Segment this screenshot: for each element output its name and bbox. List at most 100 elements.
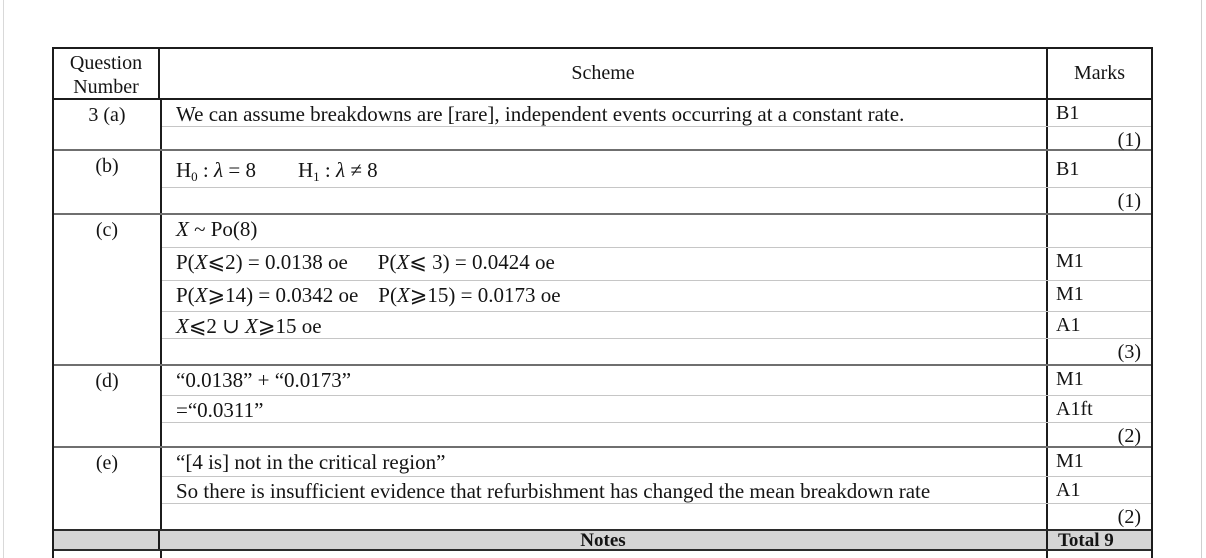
scheme-text: =“0.0311” xyxy=(176,398,264,422)
distribution-text: X ~ Po(8) xyxy=(162,215,1046,247)
scheme-text xyxy=(162,127,1046,149)
scheme-text xyxy=(162,339,1046,364)
question-label-c: (c) xyxy=(95,219,119,241)
scheme-line: (2) xyxy=(162,423,1151,447)
probability-text: P(X⩽2) = 0.0138 oe P(X⩽ 3) = 0.0424 oe xyxy=(162,248,1046,280)
math-seg: ⩽2) = 0.0138 oe xyxy=(207,250,348,274)
lambda-symbol: λ xyxy=(214,158,224,182)
math-seg: ≠ 8 xyxy=(345,158,378,182)
question-label-e: (e) xyxy=(95,452,119,474)
lambda-symbol: λ xyxy=(335,158,346,182)
mark-label: M1 xyxy=(1046,448,1151,476)
math-seg: = 8 xyxy=(223,158,256,182)
math-seg: P( xyxy=(176,283,195,307)
math-seg: ⩾14) = 0.0342 oe xyxy=(207,283,359,307)
question-header-line2: Number xyxy=(73,76,139,98)
scheme-text xyxy=(162,188,1046,213)
bracket-mark: (3) xyxy=(1046,339,1151,364)
bracket-mark: (2) xyxy=(1046,423,1151,447)
math-seg: P( xyxy=(378,283,397,307)
page-edge-left xyxy=(3,0,4,558)
question-number-header: Question Number xyxy=(54,49,160,98)
row-d-body: “0.0138” + “0.0173” M1 =“0.0311” A1ft (2… xyxy=(160,366,1151,447)
mark-label: M1 xyxy=(1046,366,1151,395)
x-symbol: X xyxy=(245,314,258,338)
scheme-line: So there is insufficient evidence that r… xyxy=(162,477,1151,504)
scheme-line: P(X⩽2) = 0.0138 oe P(X⩽ 3) = 0.0424 oe M1 xyxy=(162,248,1151,281)
header-row: Question Number Scheme Marks xyxy=(54,49,1151,100)
row-e-body: “[4 is] not in the critical region” M1 S… xyxy=(160,448,1151,529)
x-symbol: X xyxy=(396,283,410,307)
bracket-mark: (2) xyxy=(1046,504,1151,529)
marks-header: Marks xyxy=(1046,49,1151,98)
scheme-text: We can assume breakdowns are [rare], ind… xyxy=(176,102,905,126)
mark-label: B1 xyxy=(1046,151,1151,187)
hypotheses-text: H0 : λ = 8 H1 : λ ≠ 8 xyxy=(162,151,1046,187)
notes-content-row-sliver xyxy=(54,551,1151,558)
row-c-body: X ~ Po(8) P(X⩽2) = 0.0138 oe P(X⩽ 3) = 0.… xyxy=(160,215,1151,364)
x-symbol: X xyxy=(176,314,189,338)
math-seg: ⩽2 ∪ xyxy=(188,314,246,338)
notes-row: Notes Total 9 xyxy=(54,531,1151,551)
scheme-line: “[4 is] not in the critical region” M1 xyxy=(162,448,1151,477)
row-e: (e) “[4 is] not in the critical region” … xyxy=(54,448,1151,531)
scheme-line: (3) xyxy=(162,339,1151,364)
row-b-body: H0 : λ = 8 H1 : λ ≠ 8 B1 (1) xyxy=(160,151,1151,213)
mark-label: A1 xyxy=(1046,477,1151,503)
bracket-mark: (1) xyxy=(1046,188,1151,213)
sliver-line xyxy=(162,551,1151,558)
mark-label: M1 xyxy=(1046,281,1151,311)
x-symbol: X xyxy=(176,217,189,241)
scheme-line: “0.0138” + “0.0173” M1 xyxy=(162,366,1151,396)
probability-text: P(X⩾14) = 0.0342 oe P(X⩾15) = 0.0173 oe xyxy=(162,281,1046,311)
question-header-line1: Question xyxy=(69,52,143,74)
sliver-question-cell xyxy=(54,551,160,558)
row-3a-body: We can assume breakdowns are [rare], ind… xyxy=(160,100,1151,151)
bracket-mark: (1) xyxy=(1046,127,1151,151)
scheme-text: “[4 is] not in the critical region” xyxy=(176,450,446,474)
scheme-line: (1) xyxy=(162,127,1151,151)
scheme-text: “0.0138” + “0.0173” xyxy=(176,368,352,392)
mark-scheme-table: Question Number Scheme Marks 3 (a) We ca… xyxy=(52,47,1153,558)
scheme-header: Scheme xyxy=(571,62,635,84)
scheme-line: We can assume breakdowns are [rare], ind… xyxy=(162,100,1151,127)
mark-label: M1 xyxy=(1046,248,1151,280)
scheme-text xyxy=(162,423,1046,446)
math-seg: ⩾15 oe xyxy=(257,314,322,338)
sliver-scheme-cell xyxy=(162,551,1046,558)
scheme-line: H0 : λ = 8 H1 : λ ≠ 8 B1 xyxy=(162,151,1151,188)
mark-label: B1 xyxy=(1046,100,1151,126)
row-b: (b) H0 : λ = 8 H1 : λ ≠ 8 B1 (1) xyxy=(54,151,1151,215)
scheme-line: (2) xyxy=(162,504,1151,529)
scheme-line: X⩽2 ∪ X⩾15 oe A1 xyxy=(162,312,1151,339)
mark-label: A1ft xyxy=(1046,396,1151,422)
scheme-line: P(X⩾14) = 0.0342 oe P(X⩾15) = 0.0173 oe M… xyxy=(162,281,1151,312)
question-label-d: (d) xyxy=(95,370,119,392)
subscript: 0 xyxy=(191,169,198,184)
scheme-text xyxy=(162,504,1046,529)
subscript: 1 xyxy=(313,169,320,184)
question-label-b: (b) xyxy=(95,155,119,177)
mark-label: A1 xyxy=(1046,312,1151,338)
row-d: (d) “0.0138” + “0.0173” M1 =“0.0311” A1f… xyxy=(54,366,1151,448)
math-seg: ⩽ 3) = 0.0424 oe xyxy=(409,250,555,274)
sliver-body xyxy=(160,551,1151,558)
question-label-3a: 3 (a) xyxy=(88,104,126,126)
x-symbol: X xyxy=(194,250,208,274)
math-seg: H xyxy=(297,158,314,182)
row-c: (c) X ~ Po(8) P(X⩽2) = 0.0138 oe P(X⩽ 3) … xyxy=(54,215,1151,366)
math-seg: ~ Po(8) xyxy=(188,217,258,241)
scheme-line: =“0.0311” A1ft xyxy=(162,396,1151,423)
math-seg: P( xyxy=(176,250,195,274)
scheme-line: (1) xyxy=(162,188,1151,213)
scheme-text: So there is insufficient evidence that r… xyxy=(176,479,931,503)
sliver-marks-cell xyxy=(1046,551,1151,558)
critical-region-text: X⩽2 ∪ X⩾15 oe xyxy=(162,312,1046,338)
math-seg: : xyxy=(319,158,336,182)
x-symbol: X xyxy=(194,283,208,307)
math-seg: ⩾15) = 0.0173 oe xyxy=(409,283,561,307)
row-3a: 3 (a) We can assume breakdowns are [rare… xyxy=(54,100,1151,151)
page-edge-right xyxy=(1201,0,1202,558)
math-seg: H xyxy=(176,158,192,182)
